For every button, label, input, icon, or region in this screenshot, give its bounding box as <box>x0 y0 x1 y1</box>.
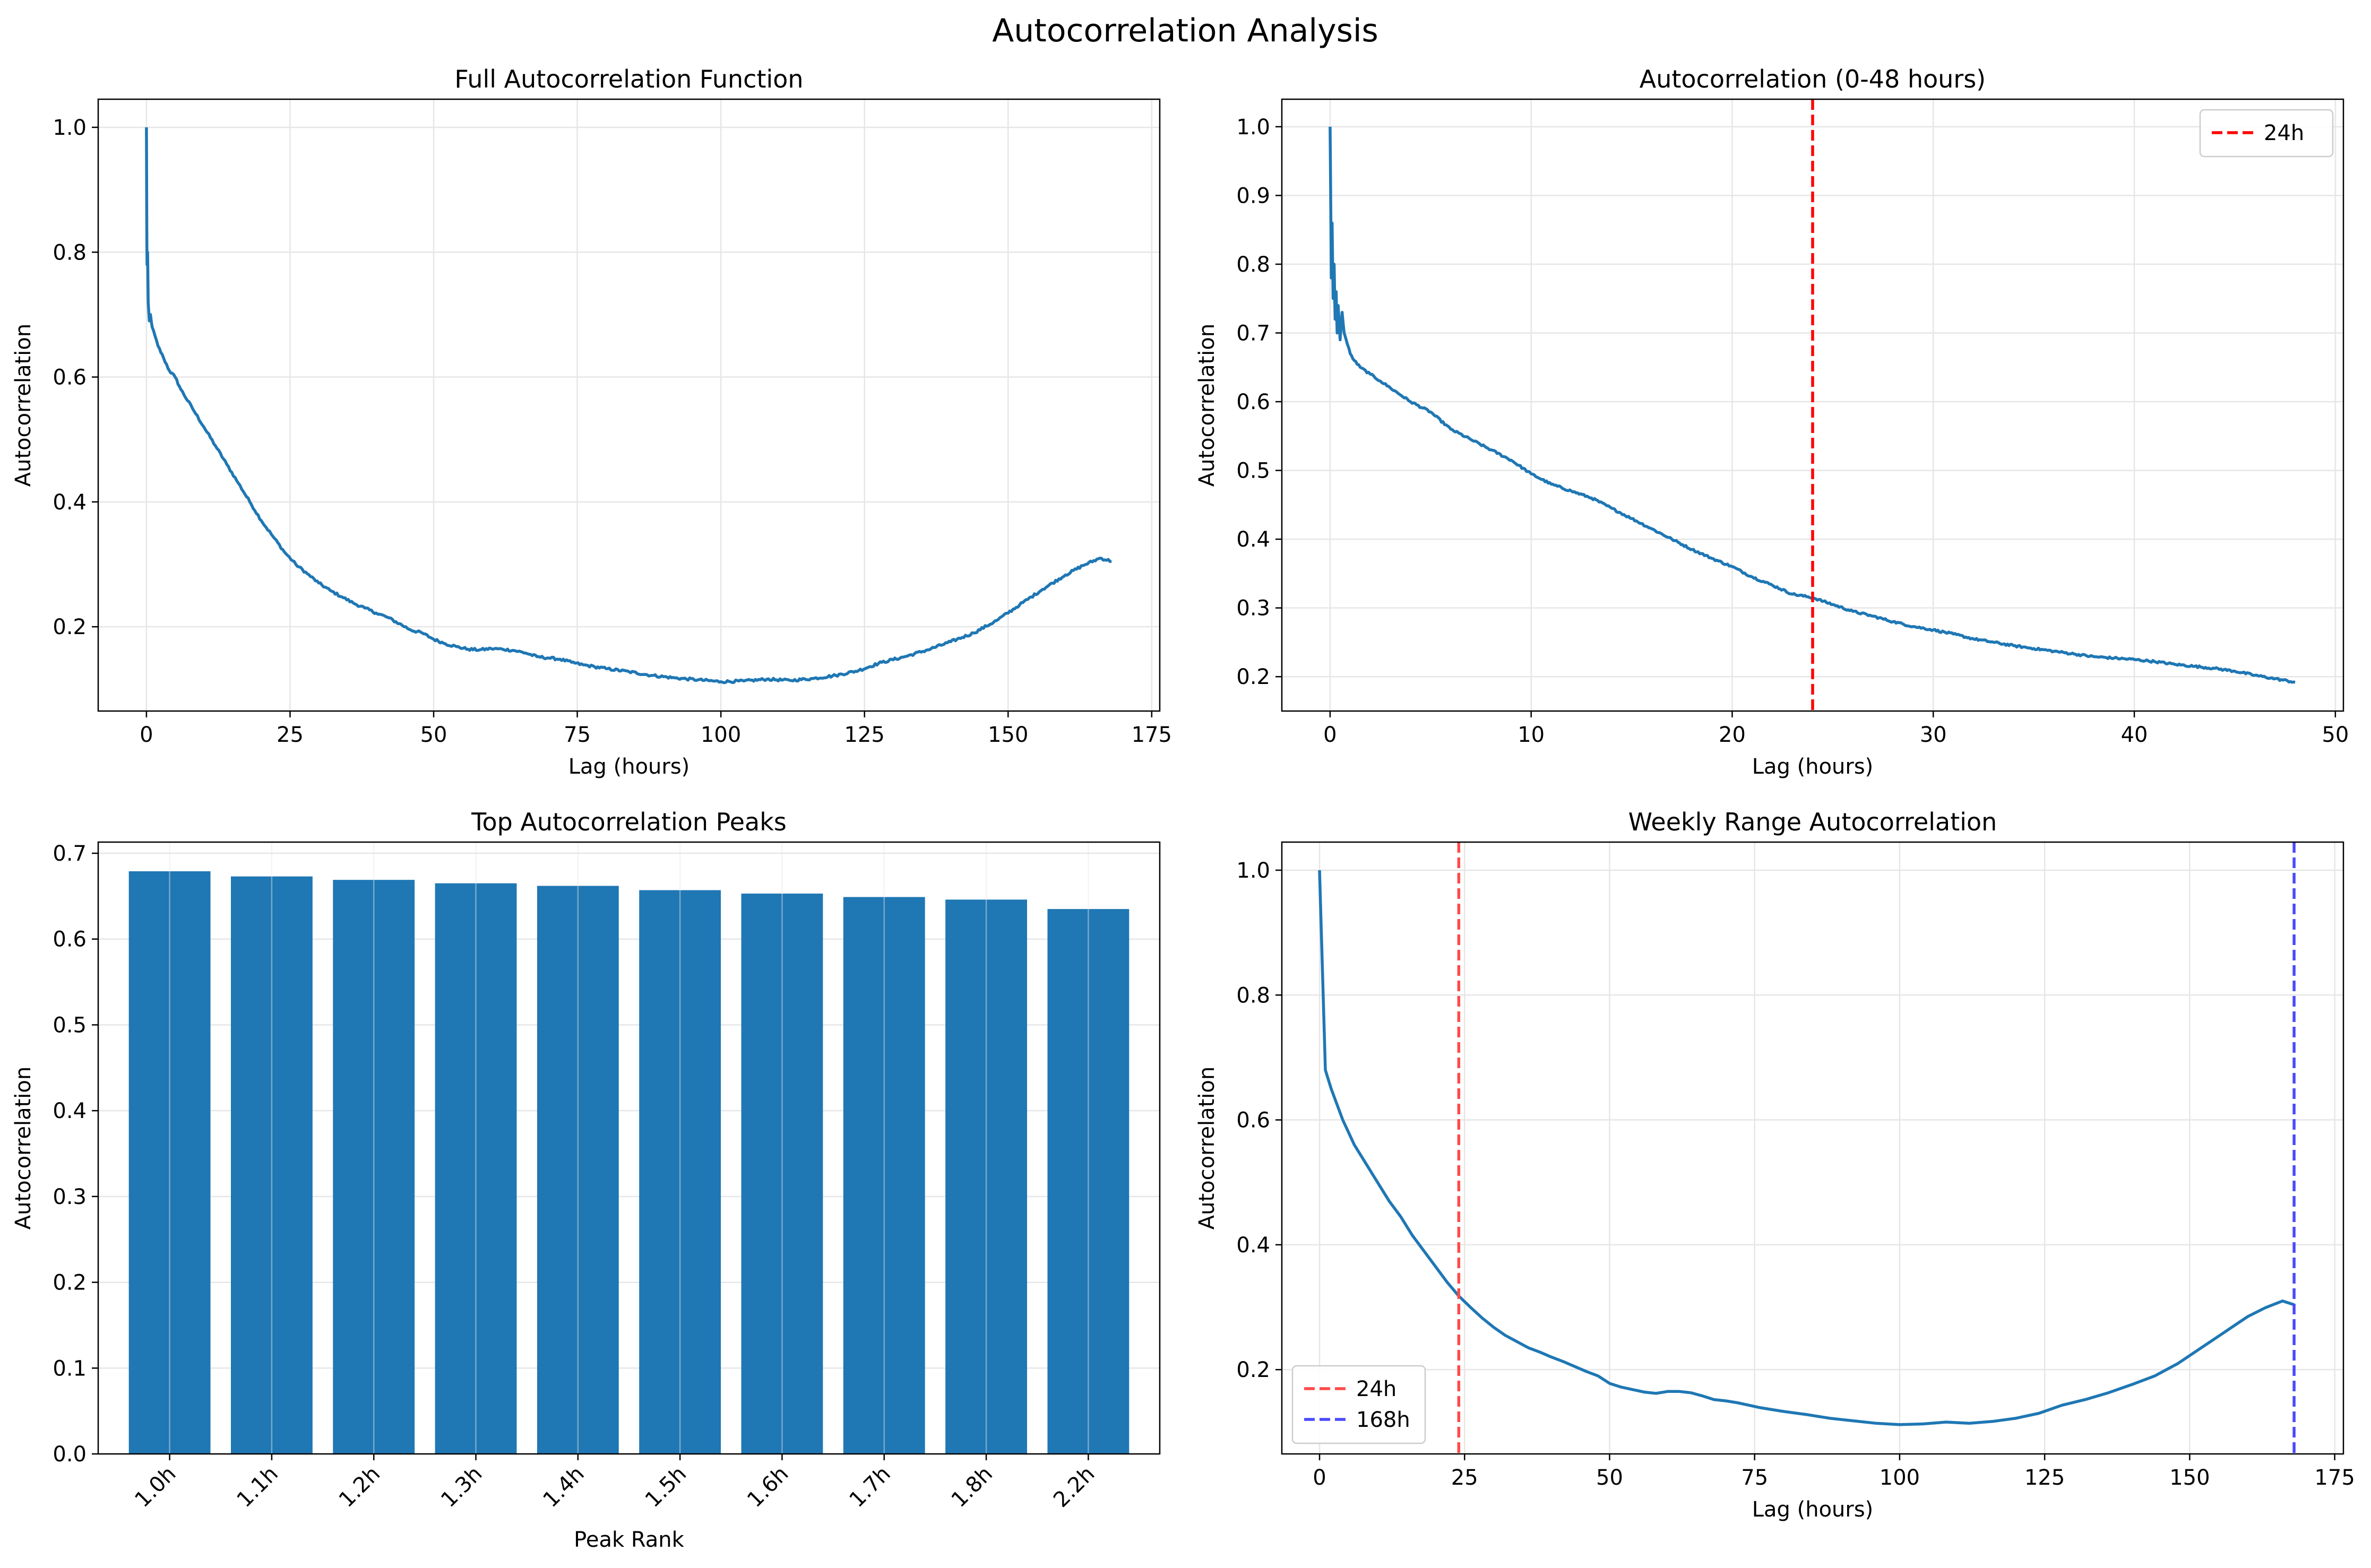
x-tick-label: 0 <box>140 723 153 747</box>
x-tick-label: 150 <box>2169 1466 2210 1490</box>
subplot-short: Autocorrelation (0-48 hours) 0.2 0.3 0.4 0.5… <box>1195 65 2349 779</box>
legend: 24h 168h <box>1291 1365 1426 1444</box>
legend-label: 24h <box>1356 1377 1396 1401</box>
y-tick-label: 0.4 <box>1236 527 1270 552</box>
subplot-full: Full Autocorrelation Function 0.2 0.4 0.6 0.… <box>11 65 1172 779</box>
figure-title: Autocorrelation Analysis <box>992 12 1378 49</box>
y-tick-label: 0.4 <box>53 1099 87 1123</box>
x-tick-label: 0 <box>1323 723 1337 747</box>
x-tick-label: 50 <box>420 723 447 747</box>
axes-frame <box>1281 98 2344 712</box>
bar <box>128 871 211 1454</box>
y-tick-label: 1.0 <box>1236 859 1270 883</box>
bar <box>741 894 823 1454</box>
subplot-peaks: Top Autocorrelation Peaks 0.0 0.1 0.2 0.3 0.4… <box>11 808 1161 1552</box>
y-tick-label: 0.3 <box>1236 596 1270 621</box>
legend: 24h <box>2199 109 2334 158</box>
x-tick-label: 125 <box>844 723 885 747</box>
y-tick-label: 0.4 <box>1236 1233 1270 1258</box>
y-tick-label: 0.6 <box>1236 390 1270 414</box>
y-tick-label: 0.2 <box>53 1271 87 1295</box>
acf-line <box>145 127 1112 685</box>
axes-frame <box>1281 841 2344 1455</box>
subplot-title: Weekly Range Autocorrelation <box>1628 808 1997 836</box>
subplot-title: Autocorrelation (0-48 hours) <box>1640 65 1986 93</box>
y-tick-label: 0.3 <box>53 1185 87 1209</box>
legend-label: 168h <box>1356 1408 1410 1432</box>
x-tick-label: 100 <box>701 723 741 747</box>
bar <box>333 880 415 1454</box>
y-tick-label: 0.1 <box>53 1356 87 1381</box>
y-tick-label: 0.8 <box>1236 983 1270 1008</box>
x-tick-label: 100 <box>1879 1466 1920 1490</box>
y-tick-label: 0.6 <box>53 366 87 390</box>
x-axis-label: Lag (hours) <box>1752 755 1874 779</box>
x-tick-label: 0 <box>1313 1466 1326 1490</box>
x-tick-label: 50 <box>1596 1466 1623 1490</box>
x-tick-label: 75 <box>564 723 591 747</box>
axes-frame <box>97 98 1161 712</box>
x-tick-label: 30 <box>1920 723 1947 747</box>
x-tick-label: 25 <box>277 723 304 747</box>
y-tick-label: 0.5 <box>53 1013 87 1037</box>
y-tick-label: 0.8 <box>53 240 87 265</box>
y-tick-label: 0.5 <box>1236 459 1270 483</box>
bar <box>945 899 1027 1454</box>
y-tick-label: 0.7 <box>53 842 87 866</box>
bar <box>1047 909 1130 1454</box>
y-tick-label: 0.6 <box>1236 1108 1270 1133</box>
y-axis-label: Autocorrelation <box>11 324 36 487</box>
acf-line <box>1318 870 2295 1426</box>
subplot-weekly: Weekly Range Autocorrelation 0.2 0.4 0.6 0.8… <box>1195 808 2355 1522</box>
y-tick-label: 0.7 <box>1236 321 1270 345</box>
x-tick-label: 40 <box>2121 723 2148 747</box>
x-tick-label: 50 <box>2322 723 2349 747</box>
x-tick-label: 125 <box>2024 1466 2065 1490</box>
x-tick-label: 25 <box>1451 1466 1478 1490</box>
legend-label: 24h <box>2264 121 2304 145</box>
bar <box>435 883 517 1454</box>
y-tick-label: 0.9 <box>1236 184 1270 208</box>
x-tick-label: 75 <box>1741 1466 1768 1490</box>
axes-frame <box>97 841 1161 1455</box>
bar <box>231 876 313 1454</box>
y-tick-label: 1.0 <box>53 116 87 140</box>
x-axis-label: Peak Rank <box>574 1528 684 1552</box>
legend-frame <box>2199 109 2334 158</box>
y-tick-label: 1.0 <box>1236 115 1270 140</box>
x-tick-label: 175 <box>1132 723 1172 747</box>
y-axis-label: Autocorrelation <box>1195 1067 1219 1230</box>
bar <box>537 886 619 1454</box>
y-axis-label: Autocorrelation <box>11 1067 36 1230</box>
y-tick-label: 0.2 <box>1236 665 1270 689</box>
y-axis-label: Autocorrelation <box>1195 324 1219 487</box>
x-axis-label: Lag (hours) <box>568 755 690 779</box>
y-tick-label: 0.8 <box>1236 253 1270 277</box>
subplot-title: Full Autocorrelation Function <box>454 65 803 93</box>
x-tick-label: 20 <box>1719 723 1746 747</box>
x-tick-label: 10 <box>1518 723 1545 747</box>
acf-line <box>1329 126 2296 684</box>
y-tick-label: 0.0 <box>53 1442 87 1467</box>
y-tick-label: 0.4 <box>53 490 87 515</box>
y-tick-label: 0.2 <box>53 615 87 639</box>
y-tick-label: 0.6 <box>53 928 87 952</box>
y-tick-label: 0.2 <box>1236 1358 1270 1382</box>
legend-frame <box>1291 1365 1426 1444</box>
x-tick-label: 175 <box>2314 1466 2355 1490</box>
subplot-title: Top Autocorrelation Peaks <box>471 808 787 836</box>
x-tick-label: 150 <box>988 723 1028 747</box>
bar <box>843 897 925 1454</box>
x-axis-label: Lag (hours) <box>1752 1497 1874 1522</box>
bar <box>639 890 721 1454</box>
